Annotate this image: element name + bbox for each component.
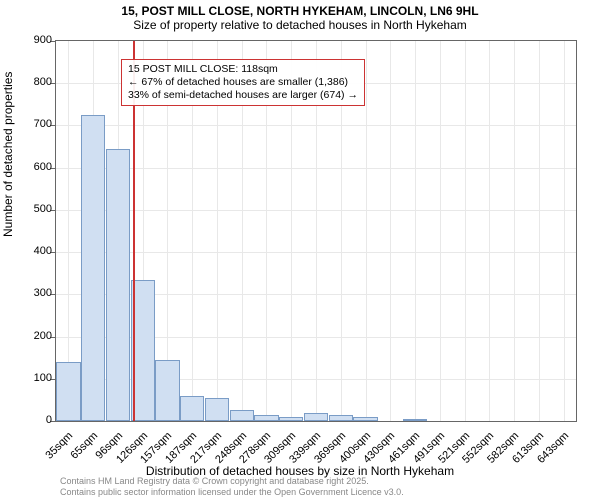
bar [353,417,377,421]
bar [230,410,254,421]
gridline-v [415,41,416,421]
annotation-line3: 33% of semi-detached houses are larger (… [128,89,358,102]
annotation-line2: ← 67% of detached houses are smaller (1,… [128,76,358,89]
y-tick-label: 900 [12,34,52,46]
bar [304,413,328,421]
y-tick-label: 700 [12,118,52,130]
x-tick-label: 65sqm [69,430,101,462]
bar [81,115,105,421]
bar [56,362,80,421]
bar [279,417,303,421]
bar [155,360,179,421]
y-tick-label: 400 [12,245,52,257]
annotation-box: 15 POST MILL CLOSE: 118sqm ← 67% of deta… [121,59,365,106]
x-tick-label: 35sqm [44,430,76,462]
chart-container: 15, POST MILL CLOSE, NORTH HYKEHAM, LINC… [0,0,600,500]
footnote-line1: Contains HM Land Registry data © Crown c… [60,476,404,487]
annotation-line1: 15 POST MILL CLOSE: 118sqm [128,63,358,76]
y-tick-label: 600 [12,161,52,173]
plot-area: 15 POST MILL CLOSE: 118sqm ← 67% of deta… [55,40,577,422]
bar [180,396,204,421]
y-tick-label: 100 [12,372,52,384]
gridline-v [440,41,441,421]
bar [205,398,229,421]
bar [106,149,130,421]
y-tick-label: 0 [12,414,52,426]
bar [403,419,427,421]
chart-title-line2: Size of property relative to detached ho… [0,18,600,34]
bar [254,415,278,421]
gridline-v [465,41,466,421]
gridline-v [390,41,391,421]
y-tick-label: 800 [12,76,52,88]
gridline-v [366,41,367,421]
gridline-v [489,41,490,421]
y-tick-label: 500 [12,203,52,215]
y-tick-label: 300 [12,287,52,299]
y-tick-label: 200 [12,330,52,342]
footnote: Contains HM Land Registry data © Crown c… [60,476,404,498]
chart-title-line1: 15, POST MILL CLOSE, NORTH HYKEHAM, LINC… [0,0,600,18]
footnote-line2: Contains public sector information licen… [60,487,404,498]
gridline-v [564,41,565,421]
gridline-v [539,41,540,421]
gridline-v [514,41,515,421]
bar [329,415,353,421]
